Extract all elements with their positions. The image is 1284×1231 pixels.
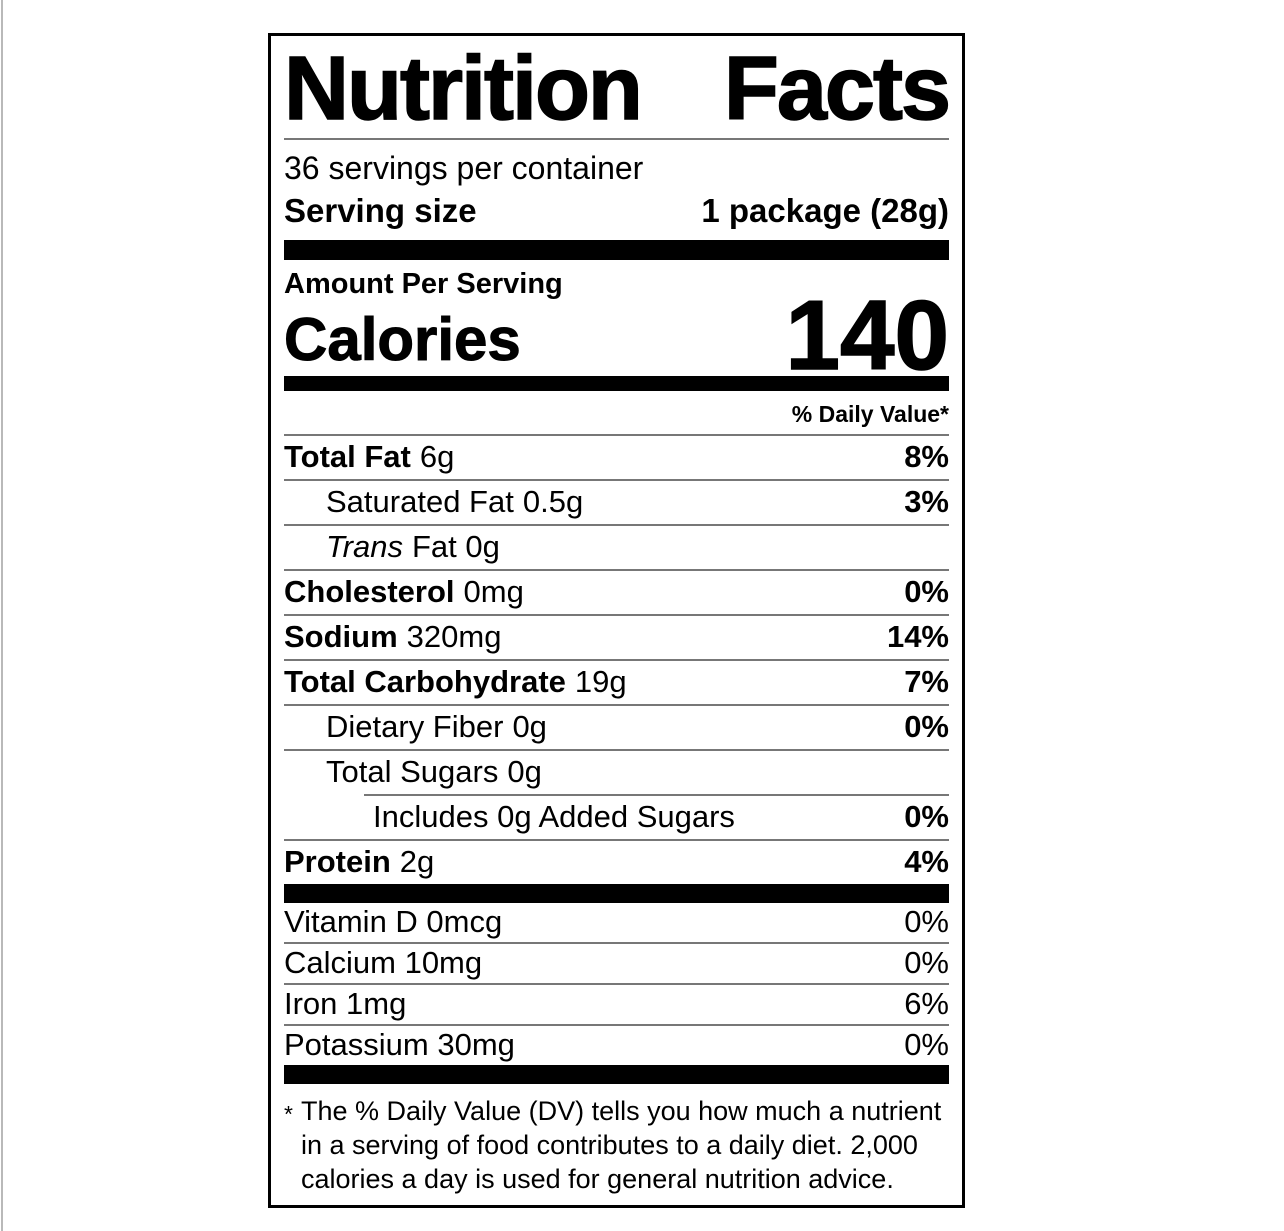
label-title: Nutrition Facts bbox=[283, 36, 952, 139]
serving-size-label: Serving size bbox=[284, 192, 477, 229]
nutrient-name: Includes 0g Added Sugars bbox=[373, 799, 735, 834]
footnote-asterisk: * bbox=[284, 1101, 293, 1127]
vitamin-name: Iron 1mg bbox=[284, 986, 407, 1021]
divider bbox=[284, 434, 949, 436]
nutrient-row-protein: Protein 2g 4% bbox=[284, 841, 949, 884]
divider bbox=[284, 1024, 949, 1026]
vitamin-row-iron: Iron 1mg 6% bbox=[284, 985, 949, 1024]
nutrient-row-saturated-fat: Saturated Fat 0.5g 3% bbox=[284, 481, 949, 524]
nutrient-row-total-carbohydrate: Total Carbohydrate 19g 7% bbox=[284, 661, 949, 704]
vitamin-dv: 6% bbox=[904, 986, 949, 1021]
nutrient-name: Trans Fat 0g bbox=[326, 529, 500, 564]
nutrient-dv: 3% bbox=[904, 484, 949, 519]
page-edge-line bbox=[1, 0, 3, 1231]
divider bbox=[284, 942, 949, 944]
serving-size-row: Serving size 1 package (28g) bbox=[284, 190, 949, 240]
title-word-facts: Facts bbox=[723, 39, 952, 139]
divider bbox=[284, 479, 949, 481]
nutrient-dv: 0% bbox=[904, 799, 949, 834]
calories-label: Calories bbox=[284, 306, 522, 373]
divider bbox=[284, 839, 949, 841]
nutrient-row-dietary-fiber: Dietary Fiber 0g 0% bbox=[284, 706, 949, 749]
amount-per-serving-label: Amount Per Serving bbox=[284, 268, 563, 300]
nutrient-row-cholesterol: Cholesterol 0mg 0% bbox=[284, 571, 949, 614]
nutrient-dv: 7% bbox=[904, 664, 949, 699]
nutrient-dv: 0% bbox=[904, 709, 949, 744]
title-divider bbox=[284, 138, 949, 140]
vitamin-dv: 0% bbox=[904, 1027, 949, 1062]
vitamin-row-vitamin-d: Vitamin D 0mcg 0% bbox=[284, 903, 949, 942]
nutrient-name: Dietary Fiber 0g bbox=[326, 709, 547, 744]
thick-bar-calories bbox=[284, 376, 949, 391]
nutrient-name: Total Fat 6g bbox=[284, 439, 455, 474]
nutrient-row-total-sugars: Total Sugars 0g bbox=[284, 751, 949, 794]
nutrient-name: Cholesterol 0mg bbox=[284, 574, 524, 609]
divider bbox=[284, 749, 949, 751]
vitamin-row-calcium: Calcium 10mg 0% bbox=[284, 944, 949, 983]
vitamin-name: Vitamin D 0mcg bbox=[284, 904, 503, 939]
nutrient-dv: 0% bbox=[904, 574, 949, 609]
nutrient-dv: 4% bbox=[904, 844, 949, 879]
vitamin-name: Potassium 30mg bbox=[284, 1027, 515, 1062]
thick-bar-top bbox=[284, 240, 949, 260]
divider bbox=[284, 524, 949, 526]
nutrition-facts-label: Nutrition Facts 36 servings per containe… bbox=[268, 33, 965, 1208]
daily-value-footnote: * The % Daily Value (DV) tells you how m… bbox=[284, 1094, 949, 1196]
vitamin-dv: 0% bbox=[904, 945, 949, 980]
divider bbox=[284, 569, 949, 571]
calories-row: Calories 140 bbox=[284, 285, 950, 385]
nutrient-dv: 14% bbox=[886, 619, 949, 654]
divider bbox=[284, 659, 949, 661]
thick-bar-protein bbox=[284, 884, 949, 903]
servings-per-container: 36 servings per container bbox=[284, 150, 644, 186]
calories-value: 140 bbox=[785, 280, 950, 390]
nutrient-name: Sodium 320mg bbox=[284, 619, 502, 654]
vitamin-name: Calcium 10mg bbox=[284, 945, 483, 980]
vitamin-dv: 0% bbox=[904, 904, 949, 939]
nutrient-dv: 8% bbox=[904, 439, 949, 474]
nutrient-name: Total Carbohydrate 19g bbox=[284, 664, 627, 699]
daily-value-header: % Daily Value* bbox=[791, 401, 949, 427]
footnote-text: The % Daily Value (DV) tells you how muc… bbox=[301, 1096, 942, 1194]
nutrient-name: Total Sugars 0g bbox=[326, 754, 542, 789]
divider bbox=[284, 704, 949, 706]
nutrient-row-total-fat: Total Fat 6g 8% bbox=[284, 436, 949, 479]
vitamin-row-potassium: Potassium 30mg 0% bbox=[284, 1026, 949, 1065]
nutrient-row-added-sugars: Includes 0g Added Sugars 0% bbox=[284, 796, 949, 839]
thick-bar-bottom bbox=[284, 1065, 949, 1084]
nutrient-name: Saturated Fat 0.5g bbox=[326, 484, 584, 519]
nutrient-row-trans-fat: Trans Fat 0g bbox=[284, 526, 949, 569]
nutrient-row-sodium: Sodium 320mg 14% bbox=[284, 616, 949, 659]
nutrient-name: Protein 2g bbox=[284, 844, 435, 879]
indented-divider bbox=[364, 794, 949, 796]
serving-size-value: 1 package (28g) bbox=[701, 192, 949, 229]
divider bbox=[284, 983, 949, 985]
divider bbox=[284, 614, 949, 616]
title-word-nutrition: Nutrition bbox=[283, 39, 643, 139]
